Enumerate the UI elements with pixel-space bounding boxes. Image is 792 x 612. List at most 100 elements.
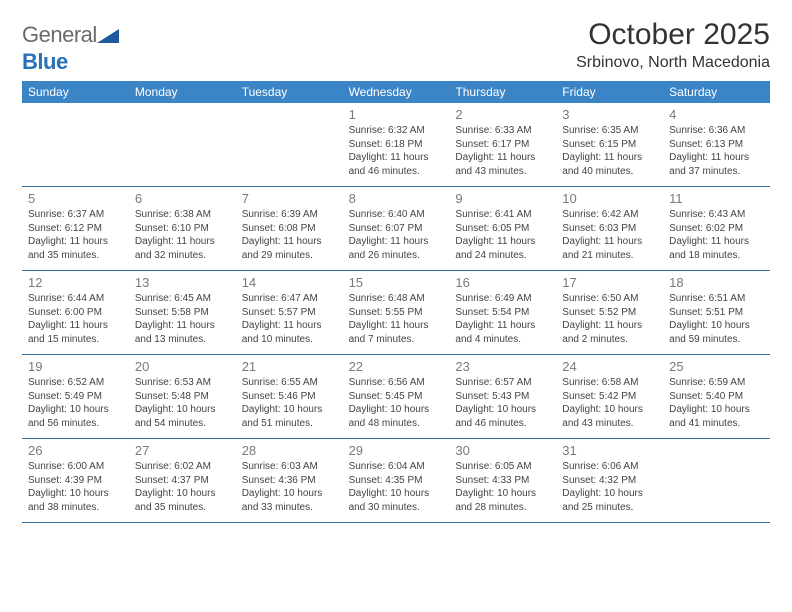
sunset: Sunset: 6:17 PM (455, 138, 550, 152)
day-header: Friday (556, 81, 663, 103)
sunset: Sunset: 6:10 PM (135, 222, 230, 236)
week-row: 5 Sunrise: 6:37 AMSunset: 6:12 PMDaylight… (22, 187, 770, 271)
day-number: 9 (455, 191, 550, 206)
calendar-cell: 21 Sunrise: 6:55 AMSunset: 5:46 PMDayligh… (236, 355, 343, 438)
sunset: Sunset: 6:13 PM (669, 138, 764, 152)
week-row: 1Sunrise: 6:32 AMSunset: 6:18 PMDaylight… (22, 103, 770, 187)
sunset: Sunset: 6:02 PM (669, 222, 764, 236)
sunset: Sunset: 5:51 PM (669, 306, 764, 320)
daylight: Daylight: 10 hours and 33 minutes. (242, 487, 337, 514)
daylight: Daylight: 10 hours and 59 minutes. (669, 319, 764, 346)
sunset: Sunset: 5:40 PM (669, 390, 764, 404)
daylight: Daylight: 11 hours and 4 minutes. (455, 319, 550, 346)
sunrise: Sunrise: 6:33 AM (455, 124, 550, 138)
calendar-cell: 29Sunrise: 6:04 AMSunset: 4:35 PMDayligh… (343, 439, 450, 522)
day-header: Tuesday (236, 81, 343, 103)
sunset: Sunset: 5:43 PM (455, 390, 550, 404)
calendar-cell: 19Sunrise: 6:52 AMSunset: 5:49 PMDayligh… (22, 355, 129, 438)
logo-text-blue: Blue (22, 49, 68, 74)
daylight: Daylight: 10 hours and 30 minutes. (349, 487, 444, 514)
day-number: 11 (669, 191, 764, 206)
sunrise: Sunrise: 6:58 AM (562, 376, 657, 390)
day-header: Thursday (449, 81, 556, 103)
daylight: Daylight: 11 hours and 40 minutes. (562, 151, 657, 178)
sunrise: Sunrise: 6:40 AM (349, 208, 444, 222)
day-header: Wednesday (343, 81, 450, 103)
calendar-cell: 3Sunrise: 6:35 AMSunset: 6:15 PMDaylight… (556, 103, 663, 186)
calendar-cell: 23Sunrise: 6:57 AMSunset: 5:43 PMDayligh… (449, 355, 556, 438)
daylight: Daylight: 11 hours and 43 minutes. (455, 151, 550, 178)
calendar-cell: 14 Sunrise: 6:47 AMSunset: 5:57 PMDayligh… (236, 271, 343, 354)
sunrise: Sunrise: 6:36 AM (669, 124, 764, 138)
calendar-cell (129, 103, 236, 186)
logo-text-general: General (22, 22, 97, 47)
day-info: Sunrise: 6:47 AMSunset: 5:57 PMDaylight:… (242, 292, 337, 346)
daylight: Daylight: 11 hours and 15 minutes. (28, 319, 123, 346)
day-info: Sunrise: 6:04 AMSunset: 4:35 PMDaylight:… (349, 460, 444, 514)
day-number: 18 (669, 275, 764, 290)
daylight: Daylight: 11 hours and 7 minutes. (349, 319, 444, 346)
daylight: Daylight: 11 hours and 32 minutes. (135, 235, 230, 262)
daylight: Daylight: 10 hours and 43 minutes. (562, 403, 657, 430)
sunrise: Sunrise: 6:53 AM (135, 376, 230, 390)
sunset: Sunset: 5:54 PM (455, 306, 550, 320)
day-info: Sunrise: 6:41 AMSunset: 6:05 PMDaylight:… (455, 208, 550, 262)
sunrise: Sunrise: 6:32 AM (349, 124, 444, 138)
weeks-container: 1Sunrise: 6:32 AMSunset: 6:18 PMDaylight… (22, 103, 770, 523)
calendar-cell: 30Sunrise: 6:05 AMSunset: 4:33 PMDayligh… (449, 439, 556, 522)
sunrise: Sunrise: 6:41 AM (455, 208, 550, 222)
day-number: 31 (562, 443, 657, 458)
day-number: 21 (242, 359, 337, 374)
daylight: Daylight: 11 hours and 13 minutes. (135, 319, 230, 346)
sunset: Sunset: 5:57 PM (242, 306, 337, 320)
day-info: Sunrise: 6:33 AMSunset: 6:17 PMDaylight:… (455, 124, 550, 178)
day-number: 20 (135, 359, 230, 374)
day-info: Sunrise: 6:51 AMSunset: 5:51 PMDaylight:… (669, 292, 764, 346)
day-number: 3 (562, 107, 657, 122)
day-info: Sunrise: 6:03 AMSunset: 4:36 PMDaylight:… (242, 460, 337, 514)
header: GeneralBlue October 2025 Srbinovo, North… (22, 18, 770, 75)
day-info: Sunrise: 6:49 AMSunset: 5:54 PMDaylight:… (455, 292, 550, 346)
sunrise: Sunrise: 6:44 AM (28, 292, 123, 306)
day-info: Sunrise: 6:37 AMSunset: 6:12 PMDaylight:… (28, 208, 123, 262)
sunset: Sunset: 6:05 PM (455, 222, 550, 236)
day-info: Sunrise: 6:40 AMSunset: 6:07 PMDaylight:… (349, 208, 444, 262)
sunset: Sunset: 4:32 PM (562, 474, 657, 488)
sunrise: Sunrise: 6:56 AM (349, 376, 444, 390)
daylight: Daylight: 11 hours and 37 minutes. (669, 151, 764, 178)
day-number: 23 (455, 359, 550, 374)
daylight: Daylight: 11 hours and 35 minutes. (28, 235, 123, 262)
calendar-cell: 27 Sunrise: 6:02 AMSunset: 4:37 PMDayligh… (129, 439, 236, 522)
sunset: Sunset: 4:37 PM (135, 474, 230, 488)
day-number: 5 (28, 191, 123, 206)
sunset: Sunset: 5:58 PM (135, 306, 230, 320)
sunrise: Sunrise: 6:03 AM (242, 460, 337, 474)
calendar-cell: 7Sunrise: 6:39 AMSunset: 6:08 PMDaylight… (236, 187, 343, 270)
day-info: Sunrise: 6:48 AMSunset: 5:55 PMDaylight:… (349, 292, 444, 346)
daylight: Daylight: 10 hours and 41 minutes. (669, 403, 764, 430)
calendar-cell: 16Sunrise: 6:49 AMSunset: 5:54 PMDayligh… (449, 271, 556, 354)
daylight: Daylight: 10 hours and 35 minutes. (135, 487, 230, 514)
day-number: 14 (242, 275, 337, 290)
sunset: Sunset: 5:48 PM (135, 390, 230, 404)
sunrise: Sunrise: 6:47 AM (242, 292, 337, 306)
title-block: October 2025 Srbinovo, North Macedonia (576, 18, 770, 72)
logo-triangle-icon (97, 23, 119, 49)
daylight: Daylight: 11 hours and 2 minutes. (562, 319, 657, 346)
sunrise: Sunrise: 6:45 AM (135, 292, 230, 306)
day-info: Sunrise: 6:39 AMSunset: 6:08 PMDaylight:… (242, 208, 337, 262)
calendar-cell: 9 Sunrise: 6:41 AMSunset: 6:05 PMDaylight… (449, 187, 556, 270)
sunset: Sunset: 4:39 PM (28, 474, 123, 488)
day-info: Sunrise: 6:55 AMSunset: 5:46 PMDaylight:… (242, 376, 337, 430)
day-info: Sunrise: 6:56 AMSunset: 5:45 PMDaylight:… (349, 376, 444, 430)
daylight: Daylight: 10 hours and 25 minutes. (562, 487, 657, 514)
day-info: Sunrise: 6:02 AMSunset: 4:37 PMDaylight:… (135, 460, 230, 514)
day-number: 27 (135, 443, 230, 458)
sunset: Sunset: 5:49 PM (28, 390, 123, 404)
day-number: 15 (349, 275, 444, 290)
day-info: Sunrise: 6:50 AMSunset: 5:52 PMDaylight:… (562, 292, 657, 346)
sunrise: Sunrise: 6:00 AM (28, 460, 123, 474)
day-info: Sunrise: 6:38 AMSunset: 6:10 PMDaylight:… (135, 208, 230, 262)
day-number: 2 (455, 107, 550, 122)
daylight: Daylight: 10 hours and 56 minutes. (28, 403, 123, 430)
